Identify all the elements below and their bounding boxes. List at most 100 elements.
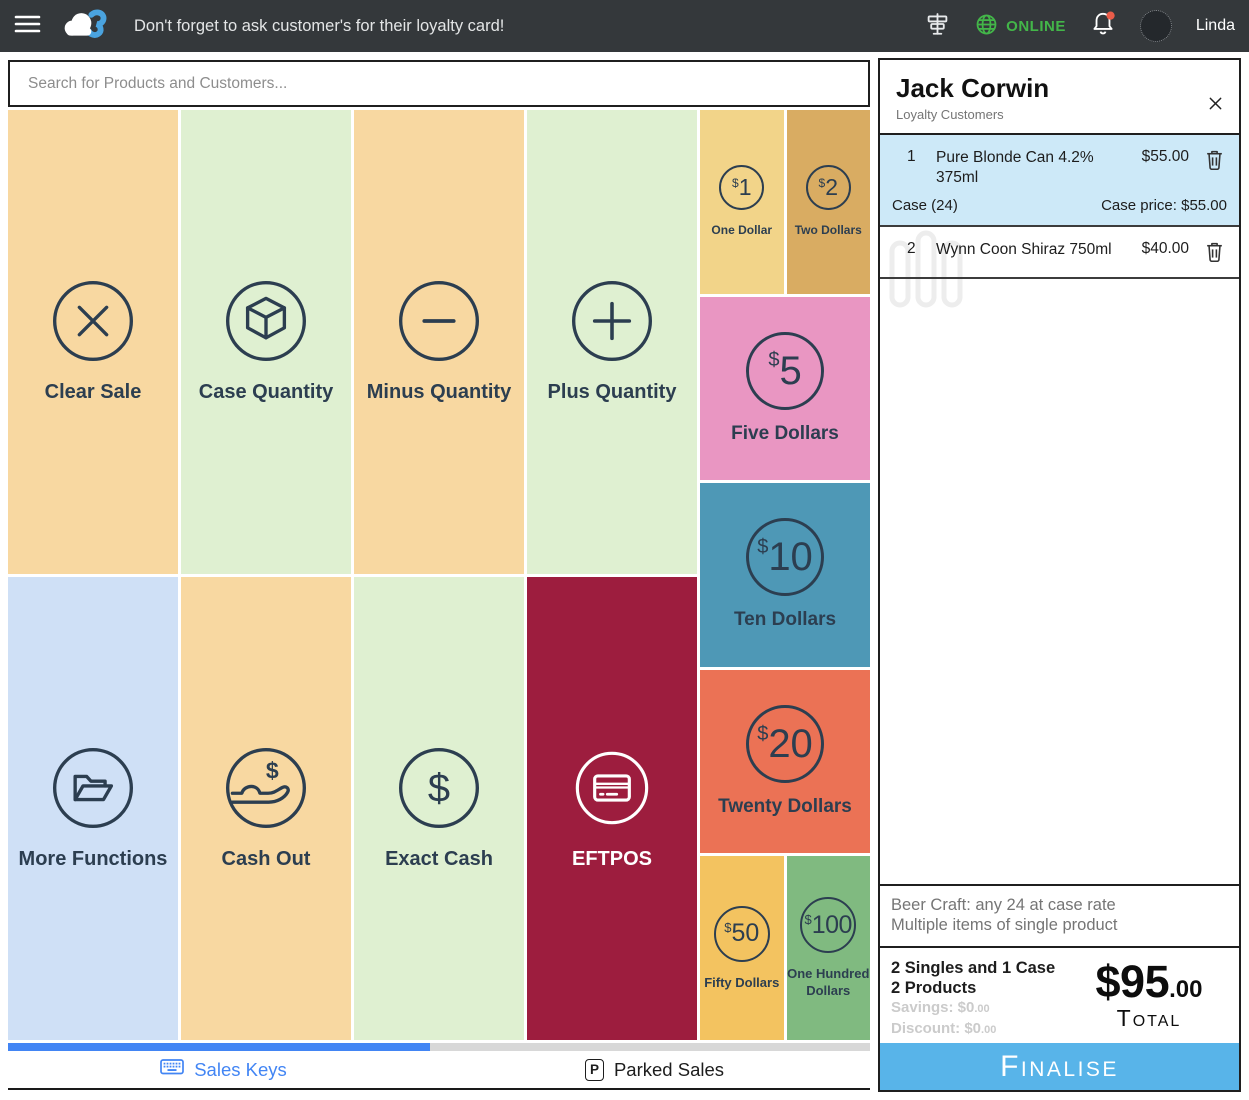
item-number: 2 bbox=[907, 240, 916, 258]
search-bar bbox=[8, 60, 870, 107]
key-eftpos[interactable]: EFTPOS bbox=[527, 576, 697, 1040]
grid-scrollbar-track[interactable] bbox=[8, 1043, 870, 1051]
delete-item-button[interactable] bbox=[1205, 240, 1225, 263]
grid-scrollbar-thumb[interactable] bbox=[8, 1043, 431, 1051]
products-summary: 2 Products bbox=[891, 979, 977, 998]
two-dollars-coin-icon: $2 bbox=[805, 165, 851, 211]
sale-summary: 2 Singles and 1 Case 2 Products Savings:… bbox=[880, 948, 1239, 1043]
key-label: Case Quantity bbox=[198, 381, 334, 404]
promo-line-2: Multiple items of single product bbox=[891, 916, 1118, 935]
key-five-dollars[interactable]: $5 Five Dollars bbox=[700, 296, 870, 481]
clear-sale-x-circle-icon bbox=[51, 279, 135, 368]
globe-icon bbox=[975, 13, 998, 40]
fifty-dollars-coin-icon: $50 bbox=[713, 905, 770, 962]
bottom-tab-bar: Sales Keys P Parked Sales bbox=[8, 1051, 870, 1090]
key-ten-dollars[interactable]: $10 Ten Dollars bbox=[700, 483, 870, 667]
key-cash-out[interactable]: $ Cash Out bbox=[181, 576, 351, 1040]
topbar-message: Don't forget to ask customer's for their… bbox=[134, 16, 505, 35]
tab-parked-sales[interactable]: P Parked Sales bbox=[439, 1058, 870, 1081]
ten-dollars-coin-icon: $10 bbox=[746, 518, 824, 597]
dollar-circle-icon: $ bbox=[397, 746, 481, 835]
customer-display-signpost-icon[interactable] bbox=[924, 11, 951, 42]
key-label: Twenty Dollars bbox=[718, 796, 852, 818]
plus-circle-icon bbox=[570, 279, 654, 368]
svg-text:$: $ bbox=[428, 766, 450, 810]
key-label: Two Dollars bbox=[794, 223, 862, 238]
one-hundred-dollars-coin-icon: $100 bbox=[800, 897, 857, 954]
case-price-label: Case price: $55.00 bbox=[1101, 197, 1227, 215]
summary-left: 2 Singles and 1 Case 2 Products Savings:… bbox=[891, 958, 1059, 1037]
key-label: Plus Quantity bbox=[547, 381, 677, 404]
key-two-dollars[interactable]: $2 Two Dollars bbox=[786, 110, 870, 294]
cart-item-row[interactable]: 2 Wynn Coon Shiraz 750ml $40.00 bbox=[880, 227, 1239, 280]
total-block: $95.00 Total bbox=[1059, 958, 1239, 1035]
promotion-notes: Beer Craft: any 24 at case rate Multiple… bbox=[880, 883, 1239, 948]
key-label: Exact Cash bbox=[385, 847, 493, 870]
customer-name: Jack Corwin bbox=[896, 73, 1050, 103]
item-line: 2 Wynn Coon Shiraz 750ml $40.00 bbox=[880, 227, 1239, 263]
key-fifty-dollars[interactable]: $50 Fifty Dollars bbox=[700, 856, 784, 1040]
app-logo-cloud-icon bbox=[58, 5, 108, 48]
key-twenty-dollars[interactable]: $20 Twenty Dollars bbox=[700, 669, 870, 854]
finalise-button[interactable]: Finalise bbox=[880, 1043, 1239, 1090]
item-name: Pure Blonde Can 4.2% 375ml bbox=[936, 149, 1094, 187]
credit-card-circle-icon bbox=[570, 746, 654, 835]
delete-item-button[interactable] bbox=[1205, 148, 1225, 171]
menu-button[interactable] bbox=[14, 13, 42, 39]
cart-item-row[interactable]: 1 Pure Blonde Can 4.2% 375ml $55.00 Case… bbox=[880, 135, 1239, 228]
svg-text:$: $ bbox=[266, 757, 279, 783]
total-amount: $95.00 bbox=[1095, 956, 1203, 1007]
twenty-dollars-coin-icon: $20 bbox=[746, 705, 824, 784]
key-label: One Hundred Dollars bbox=[787, 966, 870, 998]
hamburger-icon bbox=[14, 12, 41, 41]
hand-with-dollar-circle-icon: $ bbox=[224, 746, 308, 835]
top-bar-left: Don't forget to ask customer's for their… bbox=[14, 5, 504, 48]
case-cube-circle-icon bbox=[224, 279, 308, 368]
case-quantity-label: Case (24) bbox=[892, 197, 958, 215]
username-label: Linda bbox=[1195, 17, 1235, 34]
key-label: Cash Out bbox=[221, 847, 311, 870]
total-label: Total bbox=[1116, 1005, 1182, 1032]
key-label: EFTPOS bbox=[571, 847, 652, 870]
savings-line: Savings: $0.00 bbox=[891, 999, 990, 1017]
sales-keys-grid: Clear Sale Case Quantity Minus Quantity … bbox=[8, 110, 870, 1040]
item-price: $55.00 bbox=[1141, 148, 1189, 165]
parked-p-icon: P bbox=[584, 1058, 604, 1081]
key-label: Clear Sale bbox=[44, 381, 142, 404]
cart-header: Jack Corwin Loyalty Customers bbox=[880, 60, 1239, 135]
item-price: $40.00 bbox=[1141, 240, 1189, 258]
item-case-line: Case (24) Case price: $55.00 bbox=[880, 188, 1239, 225]
key-label: Five Dollars bbox=[731, 422, 839, 444]
tab-label: Parked Sales bbox=[613, 1058, 725, 1080]
key-one-hundred-dollars[interactable]: $100 One Hundred Dollars bbox=[786, 856, 870, 1040]
promo-line-1: Beer Craft: any 24 at case rate bbox=[891, 895, 1116, 914]
tab-sales-keys[interactable]: Sales Keys bbox=[8, 1058, 439, 1081]
item-line: 1 Pure Blonde Can 4.2% 375ml $55.00 bbox=[880, 135, 1239, 188]
discount-line: Discount: $0.00 bbox=[891, 1019, 997, 1037]
online-status: ONLINE bbox=[975, 13, 1066, 40]
key-one-dollar[interactable]: $1 One Dollar bbox=[700, 110, 784, 294]
key-label: More Functions bbox=[18, 847, 168, 870]
watermark-icon bbox=[884, 225, 976, 316]
key-plus-quantity[interactable]: Plus Quantity bbox=[527, 110, 697, 574]
search-input[interactable] bbox=[10, 62, 868, 105]
one-dollar-coin-icon: $1 bbox=[719, 165, 765, 211]
notifications-button[interactable] bbox=[1090, 10, 1116, 42]
cart-items-list: 1 Pure Blonde Can 4.2% 375ml $55.00 Case… bbox=[880, 135, 1239, 884]
cart-panel: Jack Corwin Loyalty Customers 1 Pure Blo… bbox=[878, 58, 1241, 1092]
key-more-functions[interactable]: More Functions bbox=[8, 576, 178, 1040]
top-bar: Don't forget to ask customer's for their… bbox=[0, 0, 1249, 52]
key-case-quantity[interactable]: Case Quantity bbox=[181, 110, 351, 574]
customer-group: Loyalty Customers bbox=[896, 107, 1004, 122]
key-minus-quantity[interactable]: Minus Quantity bbox=[354, 110, 524, 574]
online-status-label: ONLINE bbox=[1006, 17, 1066, 35]
item-name: Wynn Coon Shiraz 750ml bbox=[936, 241, 1112, 259]
quantity-summary: 2 Singles and 1 Case bbox=[891, 959, 1056, 977]
close-customer-button[interactable] bbox=[1208, 96, 1223, 111]
bell-icon bbox=[1090, 11, 1116, 41]
top-bar-right: ONLINE Linda bbox=[924, 10, 1235, 42]
key-clear-sale[interactable]: Clear Sale bbox=[8, 110, 178, 574]
user-avatar[interactable] bbox=[1139, 10, 1172, 42]
key-exact-cash[interactable]: $ Exact Cash bbox=[354, 576, 524, 1040]
key-label: Minus Quantity bbox=[366, 381, 512, 404]
